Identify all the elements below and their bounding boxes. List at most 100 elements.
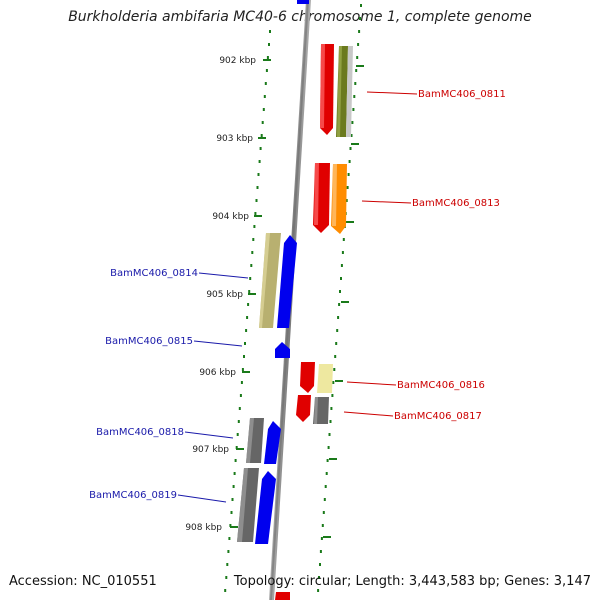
guide-dot [259, 147, 262, 150]
gene-label-0813[interactable]: BamMC406_0813 [412, 198, 500, 209]
guide-dot [356, 56, 359, 59]
tick-label-903: 903 kbp [216, 134, 253, 144]
guide-dot [257, 173, 260, 176]
guide-dot [230, 511, 233, 514]
gene-label-0818[interactable]: BamMC406_0818 [96, 427, 184, 438]
guide-dot [227, 550, 230, 553]
kbp-scale: 902 kbp 903 kbp 904 kbp 905 kbp 906 kbp … [185, 56, 364, 538]
gene-0813[interactable] [313, 163, 330, 233]
guide-dot [341, 251, 344, 254]
tick-label-902: 902 kbp [219, 56, 256, 66]
guide-dot [351, 121, 354, 124]
guide-dot [232, 485, 235, 488]
gene-0817[interactable] [296, 395, 311, 422]
tick-label-908: 908 kbp [185, 523, 222, 533]
genome-summary-text: Topology: circular; Length: 3,443,583 bp… [233, 574, 591, 589]
tick-label-906: 906 kbp [199, 368, 236, 378]
guide-dot [248, 290, 251, 293]
guide-dot [254, 212, 257, 215]
guide-dot [322, 511, 325, 514]
guide-dot [255, 199, 258, 202]
guide-dot [326, 459, 329, 462]
left-dotted-guide [224, 30, 271, 592]
guide-dot [228, 537, 231, 540]
guide-dot [265, 69, 268, 72]
guide-dot [238, 407, 241, 410]
guide-dot [318, 576, 320, 579]
gene-label-0819[interactable]: BamMC406_0819 [89, 490, 177, 501]
guide-dot [268, 43, 270, 46]
gene-0819[interactable] [255, 471, 276, 544]
map-title: Burkholderia ambifaria MC40-6 chromosome… [68, 9, 532, 25]
guide-dot [321, 524, 324, 527]
accession-text: Accession: NC_010551 [9, 574, 157, 589]
guide-dot [355, 69, 358, 72]
gene-0816-pale[interactable] [317, 364, 333, 393]
guide-dot [256, 186, 259, 189]
guide-dot [243, 355, 245, 358]
guide-dot [336, 329, 339, 332]
guide-dot [225, 576, 228, 579]
guide-dot [320, 537, 323, 540]
guide-dot [349, 147, 352, 150]
guide-dot [357, 43, 360, 46]
gene-0819-gray[interactable] [237, 468, 259, 542]
guide-dot [328, 433, 331, 436]
guide-dot [339, 290, 341, 293]
gene-0811-olive[interactable] [336, 46, 348, 137]
guide-dot [319, 563, 321, 566]
leader-0814 [198, 272, 249, 279]
guide-dot [269, 30, 271, 33]
guide-dot [350, 134, 353, 137]
guide-dot [231, 498, 234, 501]
guide-dot [360, 4, 362, 7]
gene-0815[interactable] [275, 342, 290, 358]
guide-dot [348, 160, 351, 163]
gene-label-0817[interactable]: BamMC406_0817 [394, 411, 482, 422]
leader-0815 [193, 340, 243, 347]
guide-dot [244, 342, 246, 345]
guide-dot [235, 446, 238, 449]
gene-0814[interactable] [277, 235, 297, 328]
gene-0813-orange[interactable] [331, 164, 347, 234]
guide-dot [353, 95, 356, 98]
guide-dot [340, 277, 342, 280]
guide-dot [331, 394, 334, 397]
guide-dot [319, 550, 322, 553]
gene-top-blue-partial[interactable] [297, 0, 309, 4]
gene-label-0816[interactable]: BamMC406_0816 [397, 380, 485, 391]
guide-dot [324, 485, 327, 488]
guide-dot [240, 381, 243, 384]
leader-0818 [184, 431, 234, 439]
guide-dot [261, 121, 264, 124]
gene-0811[interactable] [320, 44, 334, 135]
guide-dot [226, 563, 229, 566]
guide-dot [345, 199, 348, 202]
guide-dot [358, 30, 361, 33]
guide-dot [346, 186, 349, 189]
gene-label-0811[interactable]: BamMC406_0811 [418, 89, 506, 100]
guide-dot [234, 459, 237, 462]
leader-0811 [366, 91, 418, 95]
gene-0816[interactable] [300, 362, 315, 393]
guide-dot [264, 82, 267, 85]
gene-0818[interactable] [264, 421, 281, 464]
guide-dot [258, 160, 261, 163]
gene-bottom-red-partial[interactable] [275, 592, 290, 600]
guide-dot [330, 407, 333, 410]
gene-0817-gray[interactable] [313, 397, 329, 424]
gene-label-0815[interactable]: BamMC406_0815 [105, 336, 193, 347]
gene-0818-gray[interactable] [246, 418, 264, 463]
guide-dot [329, 420, 332, 423]
guide-dot [247, 303, 250, 306]
leader-0813 [361, 200, 412, 204]
guide-dot [233, 472, 236, 475]
guide-dot [325, 472, 328, 475]
guide-dot [241, 368, 244, 371]
guide-dot [251, 251, 254, 254]
gene-0814-khaki[interactable] [259, 233, 281, 328]
gene-0811-gray[interactable] [346, 46, 353, 137]
guide-dot [236, 433, 239, 436]
gene-label-0814[interactable]: BamMC406_0814 [110, 268, 198, 279]
